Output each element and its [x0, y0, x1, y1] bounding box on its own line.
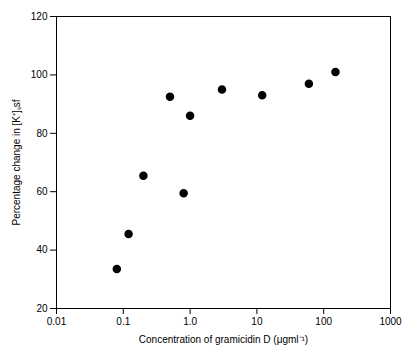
svg-text:120: 120 [31, 11, 48, 22]
svg-text:80: 80 [36, 128, 48, 139]
svg-text:Percentage change in [K⁺]ₛsf: Percentage change in [K⁺]ₛsf [11, 99, 22, 225]
svg-text:1.0: 1.0 [183, 316, 197, 327]
svg-text:0.1: 0.1 [116, 316, 130, 327]
svg-text:40: 40 [36, 244, 48, 255]
svg-text:100: 100 [31, 69, 48, 80]
svg-text:Concentration of gramicidin D: Concentration of gramicidin D (μgml⁻¹) [139, 334, 308, 345]
svg-text:10: 10 [251, 316, 263, 327]
svg-text:60: 60 [36, 186, 48, 197]
svg-text:20: 20 [36, 303, 48, 314]
svg-text:100: 100 [315, 316, 332, 327]
svg-text:0.01: 0.01 [47, 316, 67, 327]
svg-text:1000: 1000 [379, 316, 402, 327]
